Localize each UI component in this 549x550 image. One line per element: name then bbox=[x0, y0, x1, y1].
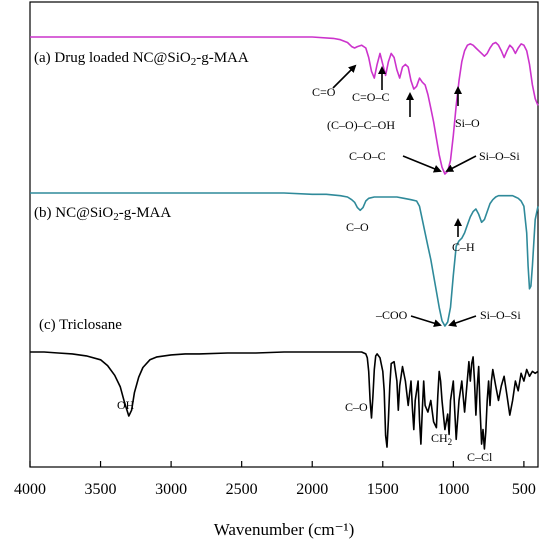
annotation-label-5: C–O–C bbox=[349, 149, 386, 163]
annotation-label-11: OH bbox=[117, 398, 135, 412]
annotation-label-2: C=O–C bbox=[352, 90, 389, 104]
series-layer bbox=[30, 36, 539, 450]
plot-frame bbox=[29, 1, 539, 468]
x-tick-label-3500: 3500 bbox=[85, 481, 117, 498]
annotation-arrow-1 bbox=[332, 64, 357, 89]
series-line-3 bbox=[30, 351, 539, 450]
annotation-arrows bbox=[332, 64, 477, 328]
x-tick-label-3000: 3000 bbox=[155, 481, 187, 498]
x-tick-label-4000: 4000 bbox=[14, 481, 46, 498]
annotation-label-8: C–H bbox=[452, 240, 475, 254]
annotation-label-6: Si–O–Si bbox=[479, 149, 520, 163]
series-label-2: (b) NC@SiO2-g-MAA bbox=[34, 205, 171, 223]
annotation-label-10: Si–O–Si bbox=[480, 308, 521, 322]
annotation-arrow-9 bbox=[410, 315, 442, 328]
x-tick-label-2500: 2500 bbox=[226, 481, 258, 498]
series-line-2 bbox=[30, 192, 539, 327]
label-layer: (a) Drug loaded NC@SiO2-g-MAA (b) NC@SiO2… bbox=[34, 50, 521, 464]
series-line-1 bbox=[30, 36, 539, 175]
x-axis-title: Wavenumber (cm⁻¹) bbox=[214, 520, 355, 539]
annotation-label-4: Si–O bbox=[455, 116, 480, 130]
series-label-3: (c) Triclosane bbox=[39, 317, 122, 333]
annotation-label-14: C–Cl bbox=[467, 450, 493, 464]
annotation-label-3: (C–O)–C–OH bbox=[327, 118, 395, 132]
x-axis-ticks: 4000 3500 3000 2500 2000 1500 1000 500 bbox=[14, 461, 536, 498]
x-tick-label-1000: 1000 bbox=[437, 481, 469, 498]
x-tick-label-500: 500 bbox=[512, 481, 536, 498]
annotation-arrow-5 bbox=[402, 155, 442, 173]
x-tick-label-2000: 2000 bbox=[296, 481, 328, 498]
annotation-arrow-6 bbox=[445, 155, 477, 172]
annotation-label-13: CH2 bbox=[431, 431, 452, 447]
annotation-label-1: C=O bbox=[312, 85, 336, 99]
series-label-1: (a) Drug loaded NC@SiO2-g-MAA bbox=[34, 50, 249, 68]
x-tick-label-1500: 1500 bbox=[367, 481, 399, 498]
annotation-label-9: –COO bbox=[375, 308, 408, 322]
annotation-arrow-10 bbox=[448, 315, 477, 327]
annotation-label-12: C–O bbox=[345, 400, 368, 414]
annotation-label-7: C–O bbox=[346, 220, 369, 234]
